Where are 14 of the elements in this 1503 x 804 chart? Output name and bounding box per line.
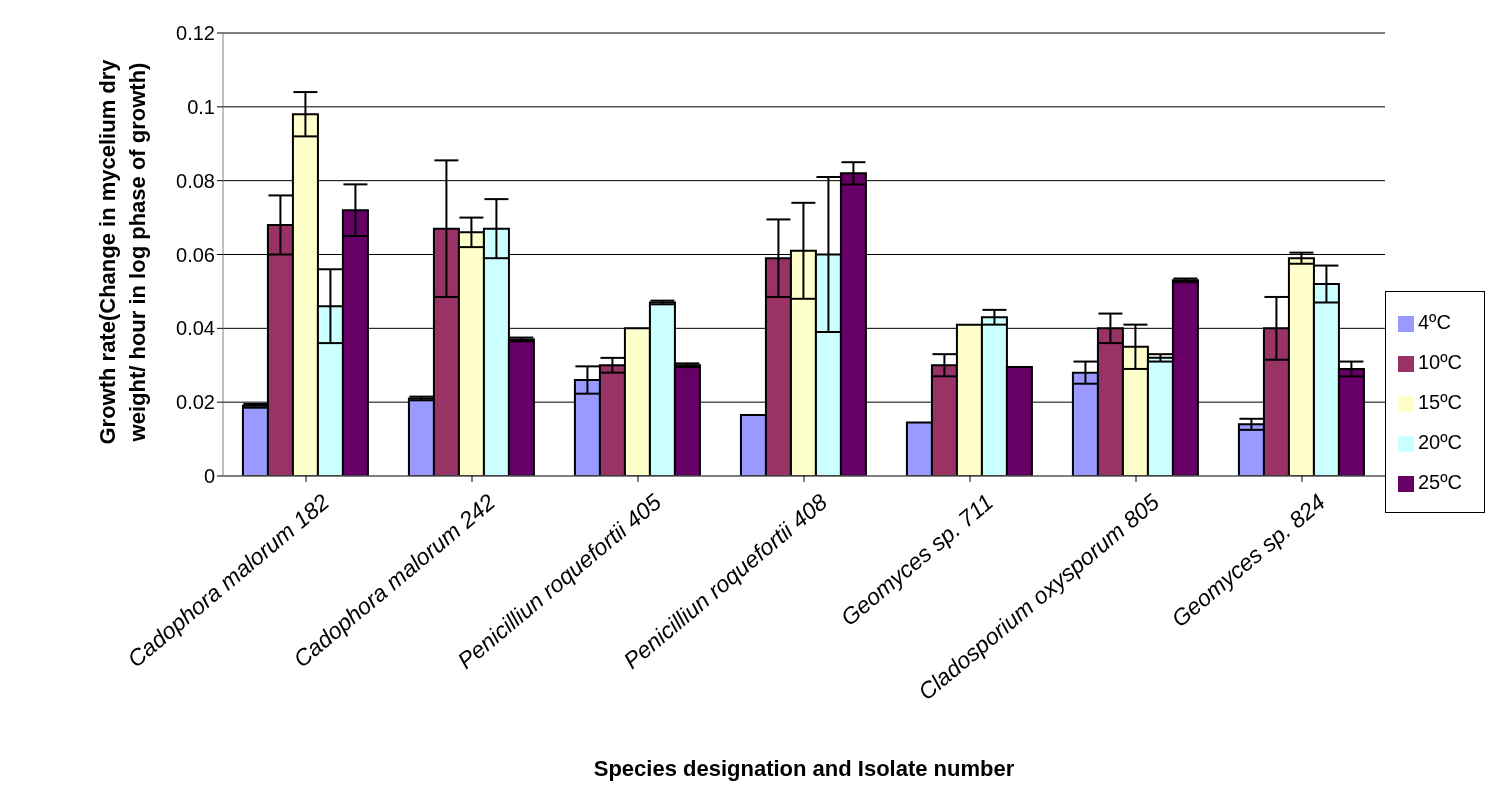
legend-label: 10ºC [1418,351,1462,373]
y-tick-label: 0.04 [176,317,215,340]
legend-label: 15ºC [1418,391,1462,413]
y-tick-label: 0.08 [176,169,215,192]
legend-label: 25ºC [1418,471,1462,493]
y-axis-title: Growth rate(Change in mycelium dry weight/ hour in log phase of growth) [95,58,150,445]
legend-label: 4ºC [1418,311,1451,333]
legend-label: 20ºC [1418,431,1462,453]
y-tick-label: 0 [203,465,215,488]
x-axis-title: Species designation and Isolate number [593,756,1015,781]
y-tick-label: 0.06 [176,243,215,266]
y-tick-label: 0.02 [176,391,215,414]
y-tick-label: 0.12 [176,22,215,45]
y-tick-label: 0.1 [187,95,215,118]
